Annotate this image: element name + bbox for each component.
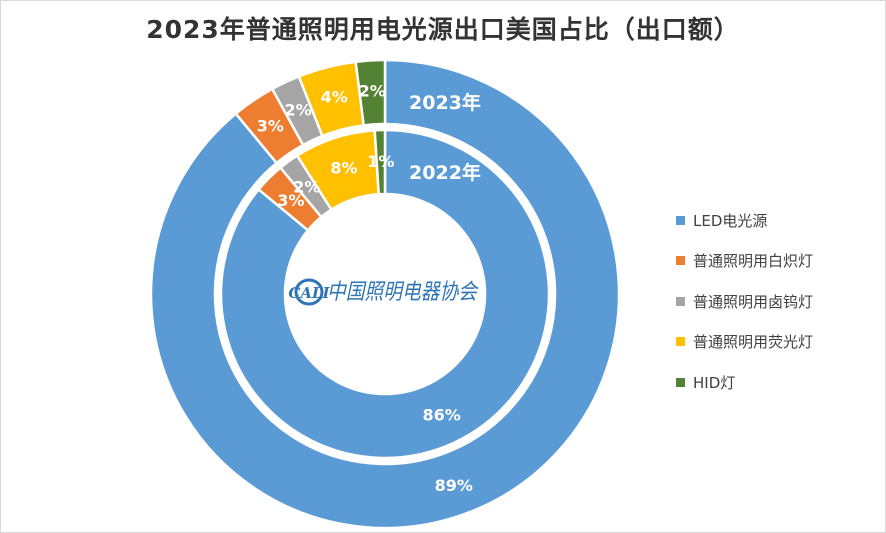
slice-inner-0 bbox=[219, 128, 551, 460]
cali-logo-icon bbox=[294, 278, 324, 306]
series-name-outer: 2023年 bbox=[409, 91, 481, 114]
data-label-inner-1: 3% bbox=[277, 191, 304, 210]
data-label-outer-0: 89% bbox=[435, 476, 473, 495]
legend-label-0: LED电光源 bbox=[693, 211, 768, 230]
legend-item-2: 普通照明用卤钨灯 bbox=[676, 291, 813, 311]
data-label-inner-0: 86% bbox=[422, 405, 460, 424]
legend-item-3: 普通照明用荧光灯 bbox=[676, 332, 813, 352]
legend-label-2: 普通照明用卤钨灯 bbox=[693, 292, 814, 311]
slice-outer-4 bbox=[354, 58, 387, 127]
legend-label-4: HID灯 bbox=[693, 373, 736, 392]
legend-swatch-1 bbox=[676, 256, 685, 265]
legend-item-4: HID灯 bbox=[676, 372, 813, 392]
data-label-outer-2: 2% bbox=[285, 100, 312, 119]
legend-swatch-3 bbox=[676, 337, 685, 346]
watermark-logo-text: CALI bbox=[288, 284, 330, 302]
legend: LED电光源普通照明用白炽灯 普通照明用卤钨灯 普通照明用荧光灯 HID灯 bbox=[676, 210, 813, 413]
data-label-inner-4: 1% bbox=[367, 152, 394, 171]
legend-label-3: 普通照明用荧光灯 bbox=[693, 333, 814, 351]
data-label-outer-4: 2% bbox=[359, 81, 386, 100]
data-label-inner-3: 8% bbox=[330, 159, 357, 178]
legend-swatch-2 bbox=[676, 296, 685, 306]
outer-ring-2023 bbox=[149, 58, 621, 530]
slice-outer-0 bbox=[149, 58, 621, 530]
chart-title: 2023年普通照明用电光源出口美国占比（出口额） bbox=[146, 15, 740, 44]
data-label-outer-3: 4% bbox=[321, 87, 348, 106]
series-name-inner: 2022年 bbox=[409, 161, 481, 184]
legend-swatch-4 bbox=[676, 377, 685, 387]
org-watermark: CALI 中国照明电器协会 bbox=[288, 278, 479, 306]
data-label-inner-2: 2% bbox=[293, 177, 320, 196]
watermark-org-name: 中国照明电器协会 bbox=[327, 280, 479, 305]
data-label-outer-1: 3% bbox=[257, 116, 284, 135]
inner-ring-2022 bbox=[219, 128, 551, 460]
legend-swatch-0 bbox=[676, 215, 685, 225]
legend-item-1: 普通照明用白炽灯 bbox=[676, 251, 813, 271]
legend-item-0: LED电光源 bbox=[676, 210, 813, 230]
legend-label-1: 普通照明用白炽灯 bbox=[693, 252, 814, 270]
slice-inner-4 bbox=[373, 128, 387, 196]
